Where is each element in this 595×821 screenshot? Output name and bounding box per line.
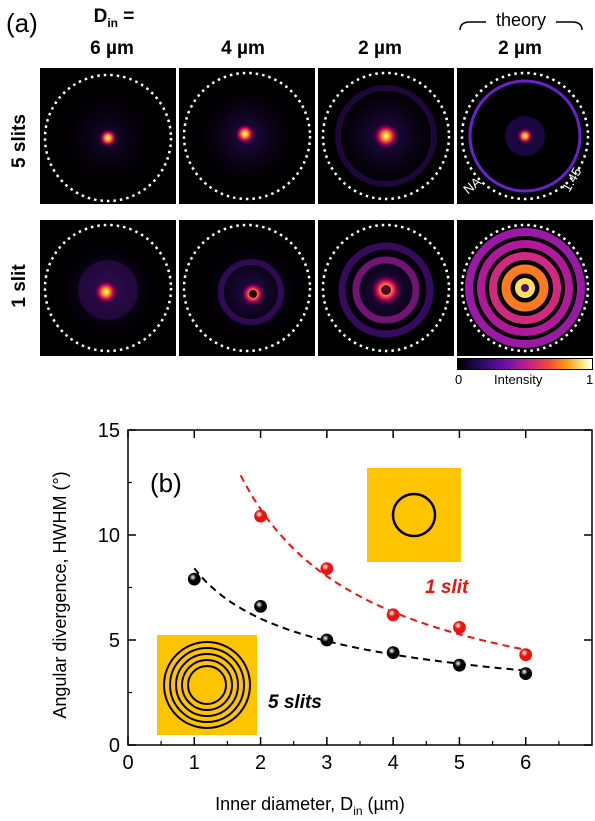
data-point-1-slit	[254, 509, 267, 523]
data-point-1-slit	[453, 620, 466, 634]
inset-1-slit-icon	[367, 468, 461, 562]
y-tick-label: 5	[109, 630, 120, 652]
din-subscript: in	[107, 15, 119, 30]
image-1slit-6um	[40, 220, 176, 356]
col-head-2: 4 µm	[221, 38, 265, 59]
x-axis-label: Inner diameter, Din (µm)	[215, 794, 405, 818]
din-symbol: D	[93, 6, 108, 27]
colorbar-min: 0	[455, 372, 463, 387]
data-points	[187, 509, 533, 681]
y-tick-label: 15	[98, 420, 120, 442]
y-tick-label: 10	[98, 525, 120, 547]
x-tick-label: 5	[454, 752, 465, 774]
colorbar-label: Intensity	[494, 372, 543, 387]
col-head-4: 2 µm	[498, 38, 542, 59]
series-label-1-slit: 1 slit	[425, 577, 469, 598]
image-1slit-4um	[179, 220, 315, 356]
panel-a-label: (a)	[6, 8, 38, 38]
x-tick-label: 0	[122, 752, 133, 774]
y-axis-label: Angular divergence, HWHM (°)	[50, 471, 70, 718]
row-label-5-slits: 5 slits	[9, 114, 30, 168]
series-label-5-slits: 5 slits	[268, 692, 322, 713]
col-head-3: 2 µm	[358, 38, 402, 59]
colorbar	[457, 358, 593, 370]
insets	[157, 468, 461, 735]
din-equals: =	[118, 6, 135, 27]
data-point-5-slits	[386, 646, 400, 660]
fit-curves	[193, 474, 526, 672]
fit-line-1-slit	[239, 474, 526, 651]
inset-5-slits-icon	[157, 635, 257, 735]
plot-frame: 0 1 2 3 4 5 6 0 5 10 15	[98, 420, 593, 774]
image-1slit-2um	[318, 220, 454, 356]
image-5slits-theory: NA 1.45	[457, 68, 593, 204]
data-point-1-slit	[320, 562, 334, 576]
image-5slits-4um	[179, 68, 315, 204]
image-5slits-2um	[318, 68, 454, 204]
row-label-1-slit: 1 slit	[9, 264, 30, 308]
data-point-5-slits	[320, 633, 334, 647]
data-point-5-slits	[519, 667, 533, 681]
data-point-5-slits	[453, 658, 466, 672]
x-tick-label: 1	[189, 752, 200, 774]
colorbar-max: 1	[586, 372, 594, 387]
divergence-chart: 0 1 2 3 4 5 6 0 5 10 15 (b) 1 slit 5 slits Inner d…	[50, 420, 593, 818]
panel-b-label: (b)	[150, 468, 182, 498]
x-tick-label: 4	[388, 752, 399, 774]
image-1slit-theory	[457, 220, 593, 356]
data-point-5-slits	[187, 572, 201, 586]
x-tick-label: 6	[520, 752, 531, 774]
x-tick-label: 3	[321, 752, 332, 774]
col-head-1: 6 µm	[90, 38, 134, 59]
din-header: Din =	[54, 6, 174, 30]
theory-brace-icon	[459, 21, 583, 31]
theory-label: theory	[495, 10, 547, 30]
image-5slits-6um	[40, 68, 176, 204]
x-tick-label: 2	[255, 752, 266, 774]
chart-labels: (b) 1 slit 5 slits Inner diameter, Din (…	[50, 468, 469, 818]
data-point-1-slit	[519, 648, 533, 662]
y-tick-label: 0	[109, 735, 120, 757]
data-point-1-slit	[386, 608, 400, 622]
theory-header: theory	[456, 10, 586, 32]
data-point-5-slits	[254, 599, 267, 613]
